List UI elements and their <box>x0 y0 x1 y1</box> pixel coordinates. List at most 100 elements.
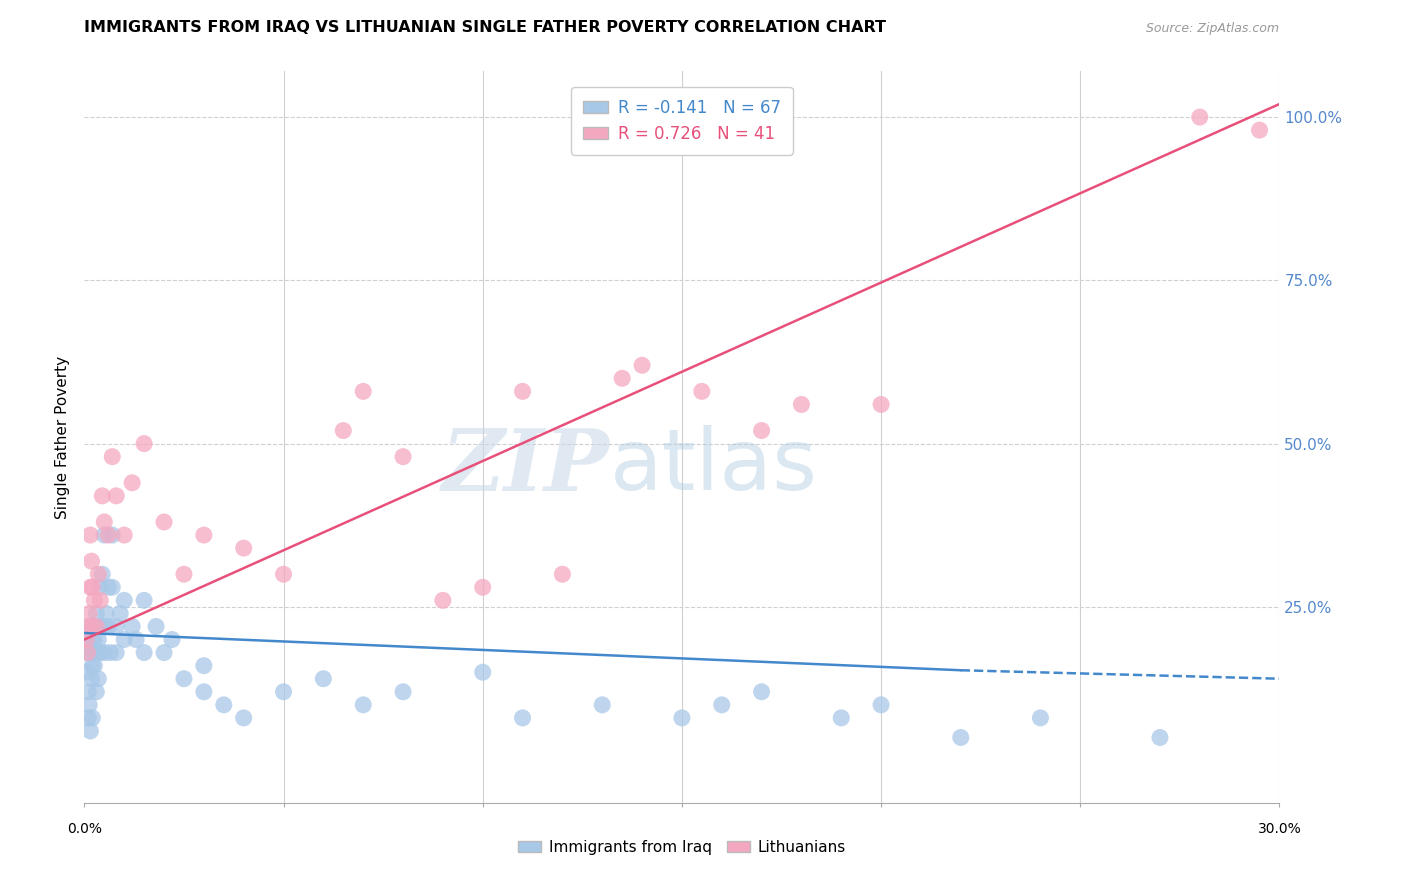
Point <box>232 541 254 555</box>
Point <box>96 607 118 621</box>
Point <box>173 672 195 686</box>
Point <box>77 607 100 621</box>
Point <box>132 593 156 607</box>
Point <box>352 384 374 399</box>
Point <box>125 632 148 647</box>
Point <box>91 567 114 582</box>
Point <box>86 619 108 633</box>
Text: IMMIGRANTS FROM IRAQ VS LITHUANIAN SINGLE FATHER POVERTY CORRELATION CHART: IMMIGRANTS FROM IRAQ VS LITHUANIAN SINGL… <box>84 20 886 35</box>
Point <box>153 646 176 660</box>
Point <box>82 658 104 673</box>
Point <box>790 397 813 411</box>
Point <box>121 475 143 490</box>
Point <box>77 698 100 712</box>
Point <box>79 619 101 633</box>
Point <box>145 619 167 633</box>
Point <box>98 646 121 660</box>
Point <box>949 731 972 745</box>
Point <box>471 580 494 594</box>
Text: atlas: atlas <box>610 425 818 508</box>
Point <box>160 632 183 647</box>
Point <box>86 607 108 621</box>
Point <box>751 424 773 438</box>
Point <box>512 384 534 399</box>
Point <box>690 384 713 399</box>
Point <box>1188 110 1211 124</box>
Point <box>89 580 111 594</box>
Point <box>432 593 454 607</box>
Y-axis label: Single Father Poverty: Single Father Poverty <box>55 356 70 518</box>
Point <box>193 685 215 699</box>
Point <box>82 632 104 647</box>
Point <box>551 567 574 582</box>
Point <box>671 711 693 725</box>
Text: 0.0%: 0.0% <box>67 822 101 837</box>
Legend: Immigrants from Iraq, Lithuanians: Immigrants from Iraq, Lithuanians <box>512 834 852 861</box>
Point <box>105 489 128 503</box>
Point <box>105 646 128 660</box>
Text: 30.0%: 30.0% <box>1257 822 1302 837</box>
Point <box>82 580 104 594</box>
Point <box>77 685 100 699</box>
Point <box>89 646 111 660</box>
Point <box>591 698 613 712</box>
Point <box>80 672 103 686</box>
Point <box>80 554 103 568</box>
Point <box>75 646 97 660</box>
Point <box>82 646 104 660</box>
Point <box>312 672 335 686</box>
Point <box>75 632 97 647</box>
Point <box>75 632 97 647</box>
Point <box>471 665 494 680</box>
Point <box>132 436 156 450</box>
Point <box>173 567 195 582</box>
Point <box>97 528 120 542</box>
Point <box>83 593 105 607</box>
Point <box>392 685 415 699</box>
Point <box>193 528 215 542</box>
Point <box>91 489 114 503</box>
Point <box>132 646 156 660</box>
Point <box>870 698 893 712</box>
Point <box>97 619 120 633</box>
Point <box>83 632 105 647</box>
Point <box>612 371 634 385</box>
Point <box>830 711 852 725</box>
Point <box>332 424 354 438</box>
Point <box>87 632 110 647</box>
Point <box>87 672 110 686</box>
Point <box>1149 731 1171 745</box>
Point <box>212 698 235 712</box>
Point <box>512 711 534 725</box>
Point <box>86 646 108 660</box>
Point <box>870 397 893 411</box>
Point <box>112 632 135 647</box>
Point <box>77 619 100 633</box>
Point <box>79 580 101 594</box>
Point <box>97 580 120 594</box>
Point <box>273 567 295 582</box>
Point <box>112 593 135 607</box>
Point <box>121 619 143 633</box>
Text: Source: ZipAtlas.com: Source: ZipAtlas.com <box>1146 21 1279 35</box>
Point <box>89 619 111 633</box>
Point <box>93 528 115 542</box>
Point <box>77 711 100 725</box>
Point <box>1249 123 1271 137</box>
Point <box>153 515 176 529</box>
Point <box>352 698 374 712</box>
Point <box>392 450 415 464</box>
Point <box>93 515 115 529</box>
Point <box>101 580 124 594</box>
Point <box>79 646 101 660</box>
Point <box>112 528 135 542</box>
Point <box>101 528 124 542</box>
Point <box>1029 711 1052 725</box>
Text: ZIP: ZIP <box>443 425 610 508</box>
Point <box>232 711 254 725</box>
Point <box>87 567 110 582</box>
Point <box>710 698 733 712</box>
Point <box>83 658 105 673</box>
Point <box>76 665 98 680</box>
Point <box>82 711 104 725</box>
